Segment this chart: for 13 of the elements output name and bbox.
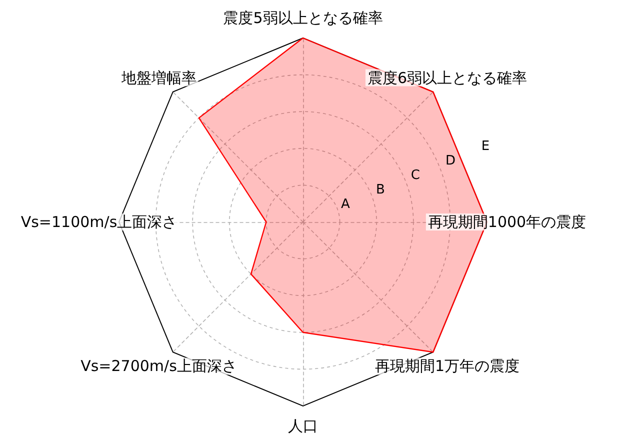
y-tick-label: E xyxy=(481,138,490,154)
spoke-label: 再現期間1万年の震度 xyxy=(374,357,520,376)
spoke-label: 震度6弱以上となる確率 xyxy=(367,68,528,87)
spoke-label: Vs=2700m/s上面深さ xyxy=(80,357,237,376)
y-tick-label: C xyxy=(410,168,420,183)
spoke-label: 人口 xyxy=(288,417,318,435)
spoke-label: 震度5弱以上となる確率 xyxy=(223,9,383,27)
y-tick-label: D xyxy=(445,153,456,168)
spoke-label: Vs=1100m/s上面深さ xyxy=(20,213,178,231)
y-tick-label: B xyxy=(376,182,385,198)
y-tick-label: A xyxy=(340,196,350,212)
spoke-label: 地盤増幅率 xyxy=(120,68,196,87)
spoke-label: 再現期間1000年の震度 xyxy=(428,213,586,231)
